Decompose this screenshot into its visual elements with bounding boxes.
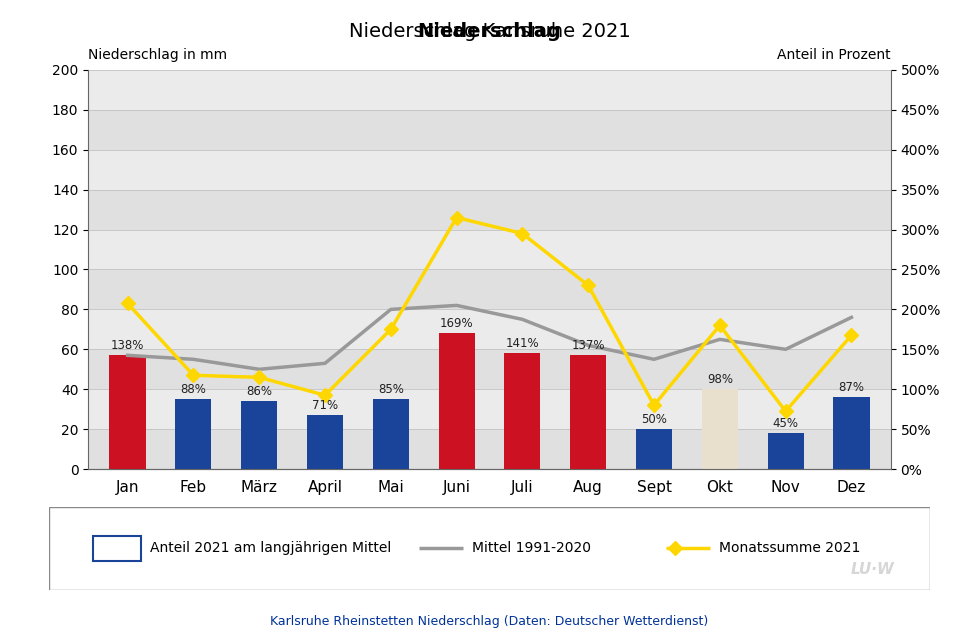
Bar (636, 429, 672, 469)
Text: Karlsruhe Rheinstetten Niederschlag (Daten: Deutscher Wetterdienst): Karlsruhe Rheinstetten Niederschlag (Dat… (270, 614, 708, 628)
Bar (110, 355, 146, 469)
Bar (767, 433, 803, 469)
Text: LU·W: LU·W (850, 562, 894, 577)
Bar (373, 399, 409, 469)
Text: Niederschlag in mm: Niederschlag in mm (88, 48, 227, 61)
Text: 137%: 137% (571, 339, 604, 353)
Bar (569, 355, 605, 469)
Text: 98%: 98% (706, 373, 733, 386)
Text: Anteil 2021 am langjährigen Mittel: Anteil 2021 am langjährigen Mittel (151, 541, 391, 555)
Text: 169%: 169% (439, 318, 473, 330)
Bar (88, 389, 890, 429)
Bar (701, 389, 737, 469)
Bar (832, 398, 868, 469)
Bar (88, 110, 890, 150)
Text: 85%: 85% (378, 384, 403, 396)
Bar (438, 333, 474, 469)
Bar (88, 269, 890, 309)
Text: Niederschlag Karlsruhe 2021: Niederschlag Karlsruhe 2021 (348, 22, 630, 41)
Bar (88, 230, 890, 269)
Text: 141%: 141% (505, 337, 539, 351)
Text: 45%: 45% (772, 417, 798, 430)
Text: 50%: 50% (641, 413, 666, 426)
Bar (88, 349, 890, 389)
Text: 86%: 86% (245, 385, 272, 398)
Bar (88, 190, 890, 230)
Bar (88, 309, 890, 349)
Text: 88%: 88% (180, 384, 206, 396)
Text: Anteil in Prozent: Anteil in Prozent (777, 48, 890, 61)
Text: Niederschlag: Niederschlag (418, 22, 560, 41)
Text: Monatssumme 2021: Monatssumme 2021 (718, 541, 859, 555)
Text: Mittel 1991-2020: Mittel 1991-2020 (471, 541, 591, 555)
FancyBboxPatch shape (93, 536, 141, 560)
Bar (88, 429, 890, 469)
Bar (88, 70, 890, 110)
Bar (504, 353, 540, 469)
Bar (175, 399, 211, 469)
Bar (88, 150, 890, 190)
Text: 87%: 87% (837, 381, 864, 394)
Bar (241, 401, 277, 469)
Bar (306, 415, 342, 469)
Text: 138%: 138% (111, 339, 144, 353)
Text: 71%: 71% (312, 399, 337, 412)
